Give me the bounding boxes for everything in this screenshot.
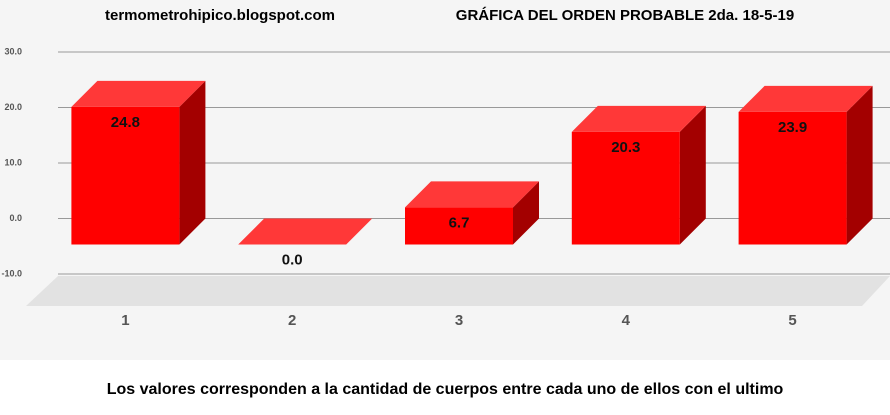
x-tick-label: 5 <box>788 312 796 329</box>
x-tick-label: 1 <box>121 312 129 329</box>
bar <box>738 85 873 245</box>
value-label: 24.8 <box>111 114 140 131</box>
bar-front <box>571 131 680 245</box>
y-tick-label: 0.0 <box>9 213 22 223</box>
value-label: 20.3 <box>611 139 640 156</box>
bar <box>571 105 706 245</box>
floor <box>26 276 890 306</box>
bar-top <box>71 80 206 107</box>
bar-front <box>71 106 180 245</box>
bar <box>71 80 206 245</box>
bar-top <box>405 181 539 208</box>
bar-side <box>679 105 706 245</box>
y-tick-label: 30.0 <box>4 46 22 56</box>
chart-title: GRÁFICA DEL ORDEN PROBABLE 2da. 18-5-19 <box>456 7 794 24</box>
value-label: 6.7 <box>449 214 470 231</box>
bar-side <box>846 85 873 245</box>
chart-subtitle: termometrohipico.blogspot.com <box>105 7 335 24</box>
bar-front <box>405 207 513 245</box>
bar-top <box>238 218 373 245</box>
y-tick-label: 10.0 <box>4 157 22 167</box>
bar-top <box>571 105 706 132</box>
x-tick-label: 4 <box>622 312 631 329</box>
bar-front <box>738 111 847 245</box>
y-tick-label: -10.0 <box>1 268 22 278</box>
bar <box>405 181 539 245</box>
value-label: 0.0 <box>282 251 303 268</box>
bar-top <box>738 85 873 112</box>
bar-side <box>513 181 539 245</box>
y-tick-label: 20.0 <box>4 102 22 112</box>
x-tick-label: 3 <box>455 312 463 329</box>
bar-side <box>179 80 206 245</box>
value-label: 23.9 <box>778 119 807 136</box>
x-tick-label: 2 <box>288 312 296 329</box>
caption: Los valores corresponden a la cantidad d… <box>107 381 784 398</box>
bar <box>238 218 373 245</box>
